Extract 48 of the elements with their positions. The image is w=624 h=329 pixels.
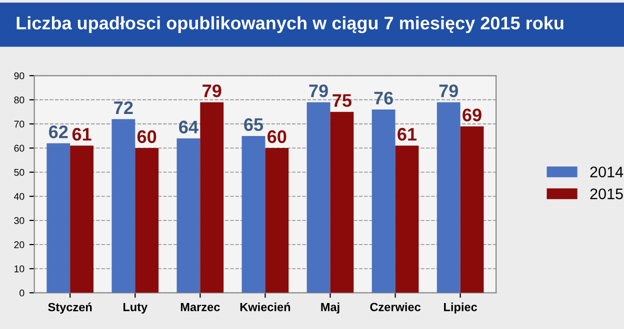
data-label: 61 <box>398 128 417 141</box>
bar <box>330 112 354 293</box>
x-tick-label: Lipiec <box>444 302 478 314</box>
bar <box>46 143 70 293</box>
bar <box>200 102 224 293</box>
data-label: 60 <box>268 130 286 144</box>
bar <box>460 126 484 293</box>
bar <box>70 146 94 293</box>
legend-label: 2014 <box>590 166 624 178</box>
data-label: 69 <box>462 108 482 122</box>
x-tick-label: Czerwiec <box>370 302 421 312</box>
y-tick-label: 30 <box>14 217 24 224</box>
bar <box>265 148 289 293</box>
y-tick-label: 90 <box>14 72 24 80</box>
data-label: 79 <box>439 84 458 98</box>
data-label: 75 <box>332 94 352 107</box>
data-label: 62 <box>49 125 68 138</box>
y-tick-label: 20 <box>14 241 24 248</box>
chart-title: Liczba upadłosci opublikowanych w ciągu 7 miesięcy 2015 roku <box>16 16 564 34</box>
bar <box>112 119 136 293</box>
data-label: 72 <box>114 101 133 114</box>
bar <box>395 146 419 293</box>
x-tick-label: Kwiecień <box>240 302 290 312</box>
data-label: 79 <box>309 84 328 98</box>
bar <box>306 102 330 293</box>
x-tick-label: Marzec <box>180 302 220 312</box>
y-tick-label: 0 <box>20 290 24 296</box>
y-tick-label: 80 <box>14 96 24 104</box>
y-tick-label: 50 <box>14 168 24 176</box>
data-label: 65 <box>244 118 264 132</box>
y-tick-label: 40 <box>14 193 24 200</box>
bar <box>135 148 159 293</box>
y-tick-label: 70 <box>14 120 24 128</box>
legend-label: 2015 <box>590 188 623 200</box>
y-tick-label: 10 <box>14 265 24 272</box>
bar <box>436 102 460 293</box>
bar <box>176 138 200 293</box>
data-label: 79 <box>202 84 222 98</box>
data-label: 60 <box>137 130 156 144</box>
data-label: 61 <box>72 128 92 141</box>
x-tick-label: Maj <box>321 302 340 314</box>
x-tick-label: Luty <box>123 302 148 314</box>
data-label: 76 <box>374 92 393 104</box>
x-tick-label: Styczeń <box>48 302 92 314</box>
y-tick-label: 60 <box>14 144 24 152</box>
bar <box>242 136 266 293</box>
data-label: 64 <box>179 120 198 134</box>
bar <box>372 109 396 293</box>
